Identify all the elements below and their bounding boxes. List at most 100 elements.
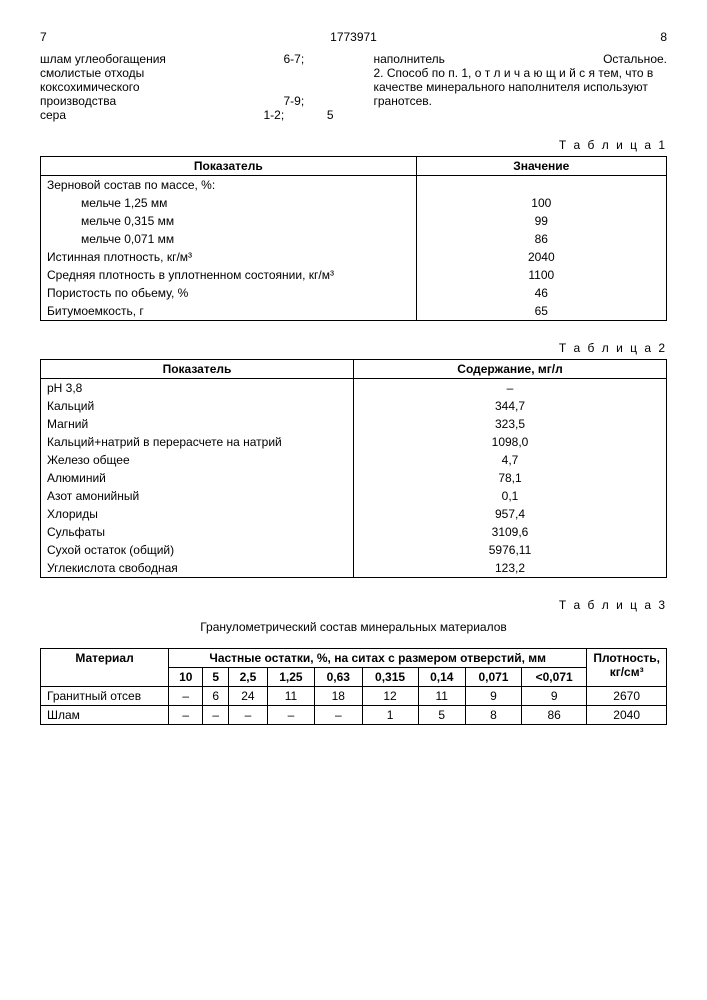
t3-h-group: Частные остатки, %, на ситах с размером … [169, 649, 587, 668]
table2: Показатель Содержание, мг/л pH 3,8–Кальц… [40, 359, 667, 578]
t1-cell-label: мельче 0,071 мм [41, 230, 417, 248]
spec-label: смолистые отходы [40, 66, 334, 80]
t2-cell-label: Алюминий [41, 469, 354, 487]
t1-cell-value: 65 [416, 302, 666, 321]
t1-cell-label: Истинная плотность, кг/м³ [41, 248, 417, 266]
t2-cell-value: 5976,11 [354, 541, 667, 559]
doc-number: 1773971 [330, 30, 377, 44]
t1-h2: Значение [416, 157, 666, 176]
t1-cell-value: 1100 [416, 266, 666, 284]
t3-density: 2040 [587, 706, 667, 725]
t1-cell-value [416, 176, 666, 195]
spec-label: сера [40, 108, 264, 122]
spec-label: коксохимического [40, 80, 334, 94]
t1-h1: Показатель [41, 157, 417, 176]
t1-cell-value: 2040 [416, 248, 666, 266]
t3-h-material: Материал [41, 649, 169, 687]
t3-size-header: 5 [203, 668, 229, 687]
t2-cell-value: 78,1 [354, 469, 667, 487]
t2-cell-label: Сухой остаток (общий) [41, 541, 354, 559]
t3-size-header: 0,315 [362, 668, 418, 687]
t3-cell: – [315, 706, 362, 725]
spec-label: наполнитель [374, 52, 604, 66]
t3-material: Шлам [41, 706, 169, 725]
spec-val: Остальное. [603, 52, 667, 66]
t2-h1: Показатель [41, 360, 354, 379]
right-column: наполнительОстальное. 2. Способ по п. 1,… [374, 52, 668, 122]
t1-cell-value: 99 [416, 212, 666, 230]
t1-cell-label: Пористость по обьему, % [41, 284, 417, 302]
table3: Материал Частные остатки, %, на ситах с … [40, 648, 667, 725]
table2-caption: Т а б л и ц а 2 [40, 341, 667, 355]
t1-cell-value: 100 [416, 194, 666, 212]
t3-cell: 18 [315, 687, 362, 706]
table1-caption: Т а б л и ц а 1 [40, 138, 667, 152]
t3-cell: 1 [362, 706, 418, 725]
paragraph: 2. Способ по п. 1, о т л и ч а ю щ и й с… [374, 66, 668, 108]
t2-h2: Содержание, мг/л [354, 360, 667, 379]
spec-val: 7-9; [284, 94, 334, 108]
t2-cell-label: Сульфаты [41, 523, 354, 541]
t3-cell: 24 [229, 687, 268, 706]
t2-cell-value: 1098,0 [354, 433, 667, 451]
t3-cell: – [169, 706, 203, 725]
t2-cell-label: pH 3,8 [41, 379, 354, 398]
t2-cell-value: – [354, 379, 667, 398]
t2-cell-value: 323,5 [354, 415, 667, 433]
t3-material: Гранитный отсев [41, 687, 169, 706]
t3-cell: 12 [362, 687, 418, 706]
table1: Показатель Значение Зерновой состав по м… [40, 156, 667, 321]
t3-density: 2670 [587, 687, 667, 706]
t2-cell-value: 957,4 [354, 505, 667, 523]
page-num-right: 8 [660, 30, 667, 44]
t2-cell-label: Азот амонийный [41, 487, 354, 505]
t3-cell: – [203, 706, 229, 725]
spec-label: шлам углеобогащения [40, 52, 284, 66]
t2-cell-label: Кальций [41, 397, 354, 415]
t2-cell-value: 3109,6 [354, 523, 667, 541]
spec-label: производства [40, 94, 284, 108]
spec-val: 1-2; [264, 108, 314, 122]
t1-cell-label: Битумоемкость, г [41, 302, 417, 321]
t2-cell-label: Хлориды [41, 505, 354, 523]
page-num-left: 7 [40, 30, 47, 44]
t2-cell-label: Железо общее [41, 451, 354, 469]
left-column: шлам углеобогащения6-7; смолистые отходы… [40, 52, 334, 122]
t3-size-header: <0,071 [522, 668, 587, 687]
t3-size-header: 0,63 [315, 668, 362, 687]
t3-size-header: 10 [169, 668, 203, 687]
t3-size-header: 1,25 [267, 668, 314, 687]
t1-cell-value: 46 [416, 284, 666, 302]
t3-size-header: 0,071 [465, 668, 521, 687]
line-num: 5 [314, 108, 334, 122]
t3-cell: – [229, 706, 268, 725]
t2-cell-label: Кальций+натрий в перерасчете на натрий [41, 433, 354, 451]
t2-cell-value: 344,7 [354, 397, 667, 415]
t3-cell: – [169, 687, 203, 706]
t3-size-header: 0,14 [418, 668, 465, 687]
t3-cell: 11 [267, 687, 314, 706]
t2-cell-value: 123,2 [354, 559, 667, 578]
table3-caption: Т а б л и ц а 3 [40, 598, 667, 612]
t2-cell-label: Магний [41, 415, 354, 433]
t2-cell-value: 4,7 [354, 451, 667, 469]
t3-cell: 6 [203, 687, 229, 706]
t3-cell: 9 [465, 687, 521, 706]
t2-cell-label: Углекислота свободная [41, 559, 354, 578]
t2-cell-value: 0,1 [354, 487, 667, 505]
t1-cell-value: 86 [416, 230, 666, 248]
t3-cell: – [267, 706, 314, 725]
t1-cell-label: Зерновой состав по массе, %: [41, 176, 417, 195]
t1-cell-label: мельче 1,25 мм [41, 194, 417, 212]
table3-title: Гранулометрический состав минеральных ма… [40, 620, 667, 634]
t3-cell: 5 [418, 706, 465, 725]
t1-cell-label: Средняя плотность в уплотненном состояни… [41, 266, 417, 284]
t3-cell: 86 [522, 706, 587, 725]
t3-h-density: Плотность, кг/см³ [587, 649, 667, 687]
t3-size-header: 2,5 [229, 668, 268, 687]
t3-cell: 9 [522, 687, 587, 706]
spec-val: 6-7; [284, 52, 334, 66]
t1-cell-label: мельче 0,315 мм [41, 212, 417, 230]
t3-cell: 8 [465, 706, 521, 725]
intro-columns: шлам углеобогащения6-7; смолистые отходы… [40, 52, 667, 122]
